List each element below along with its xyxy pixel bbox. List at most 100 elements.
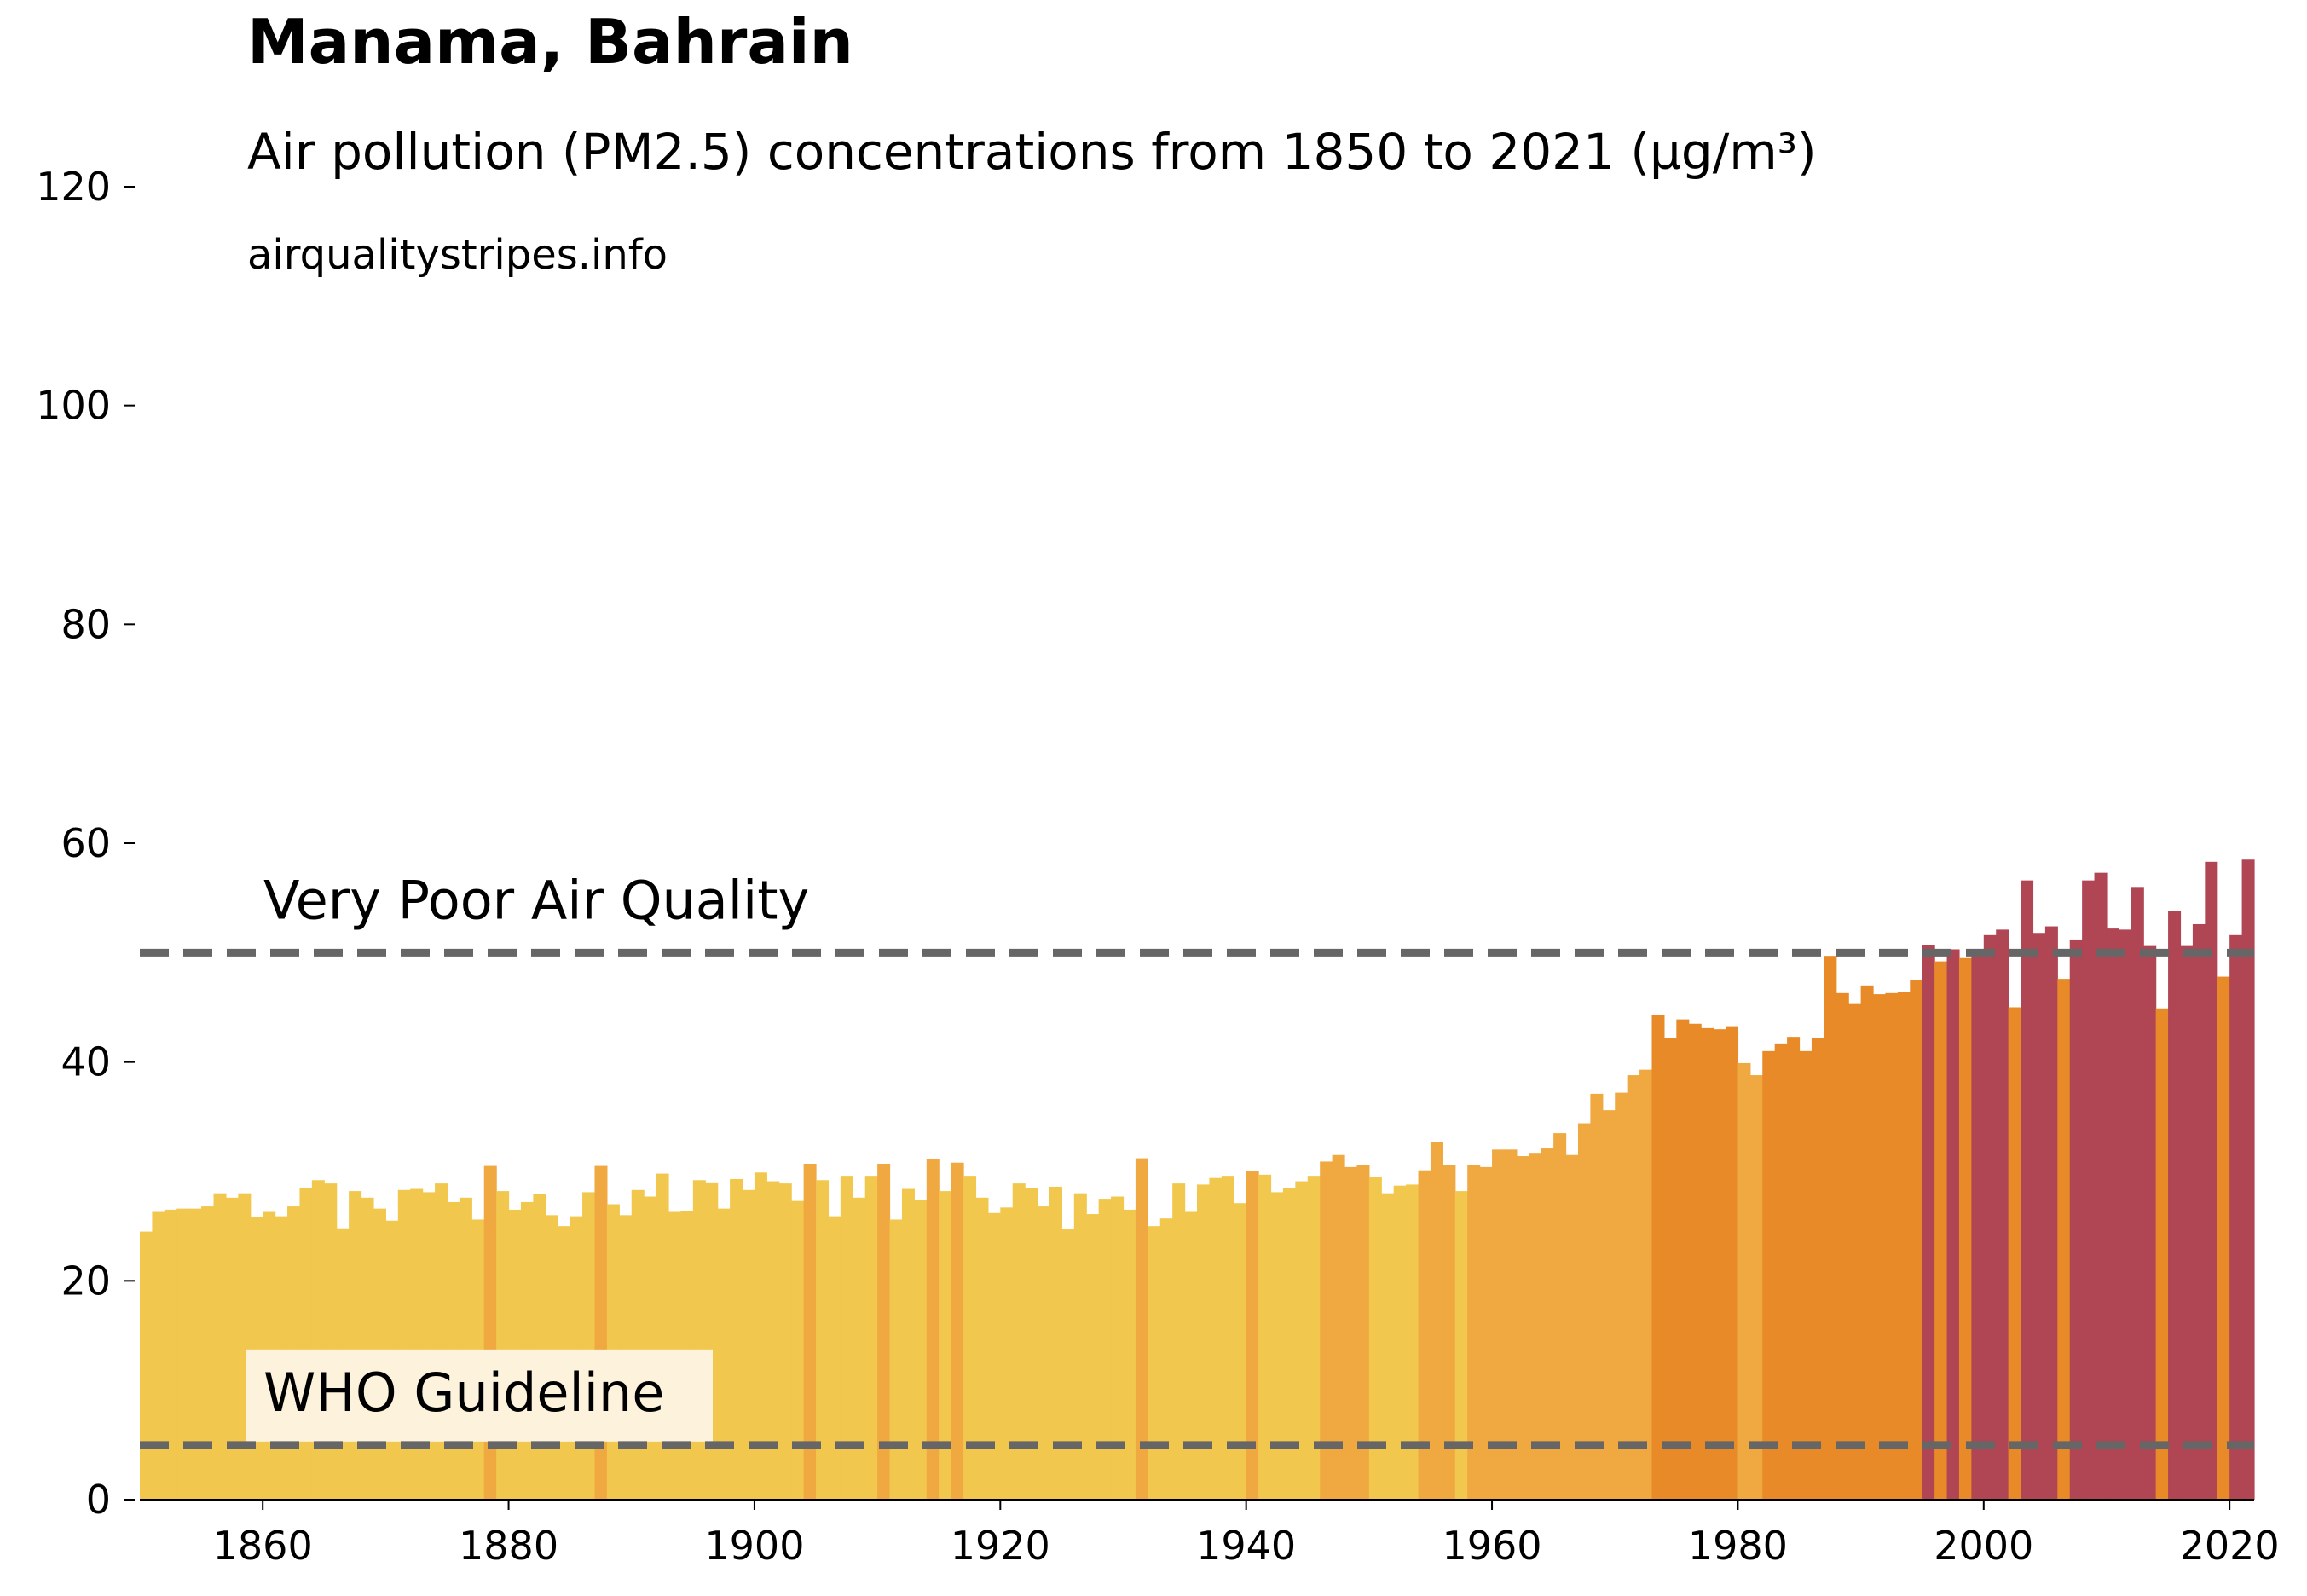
- bar: [705, 1182, 719, 1500]
- bar: [742, 1189, 755, 1500]
- bar: [1025, 1188, 1038, 1500]
- y-tick-label: 80: [61, 601, 111, 647]
- bar: [766, 1181, 780, 1500]
- x-tick-label: 1860: [213, 1523, 313, 1569]
- bar: [975, 1197, 989, 1500]
- bar: [853, 1197, 866, 1500]
- bar: [582, 1192, 596, 1500]
- bar: [987, 1212, 1001, 1500]
- bar: [1443, 1165, 1456, 1500]
- bar: [2032, 933, 2046, 1500]
- bar: [1602, 1110, 1616, 1500]
- bar: [1971, 949, 1985, 1500]
- bar: [152, 1211, 165, 1500]
- bar: [188, 1208, 202, 1500]
- bar: [349, 1191, 362, 1500]
- bar: [914, 1200, 928, 1500]
- bar: [1787, 1037, 1801, 1500]
- bar: [2180, 945, 2194, 1500]
- bar: [483, 1165, 497, 1500]
- bar: [1221, 1176, 1234, 1500]
- x-tick-label: 1920: [951, 1523, 1050, 1569]
- bar: [225, 1197, 239, 1500]
- bar: [1541, 1148, 1554, 1500]
- bar: [1295, 1181, 1309, 1500]
- bar: [238, 1193, 252, 1500]
- bar: [2155, 1008, 2169, 1500]
- bar: [939, 1191, 952, 1500]
- bar: [1577, 1123, 1591, 1500]
- bar: [311, 1180, 325, 1500]
- bar: [2192, 923, 2206, 1500]
- chart-title: Manama, Bahrain: [247, 6, 853, 78]
- bar: [840, 1176, 853, 1500]
- bar: [533, 1194, 546, 1500]
- bar: [361, 1197, 374, 1500]
- bar: [1393, 1185, 1407, 1500]
- bar: [951, 1162, 964, 1500]
- bar: [1381, 1193, 1395, 1500]
- bar: [1897, 992, 1911, 1500]
- reference-label: Very Poor Air Quality: [263, 869, 809, 931]
- bar: [1356, 1165, 1370, 1500]
- bar: [1885, 992, 1899, 1500]
- bar: [2069, 939, 2083, 1500]
- bar: [1749, 1075, 1763, 1500]
- bar: [2057, 979, 2071, 1500]
- bar: [1159, 1218, 1173, 1500]
- bar: [1184, 1211, 1198, 1500]
- bar: [1209, 1177, 1223, 1500]
- bar: [213, 1193, 227, 1500]
- bar: [1086, 1214, 1100, 1500]
- bar: [410, 1188, 424, 1500]
- bar: [644, 1196, 657, 1500]
- bar: [1627, 1075, 1640, 1500]
- bar: [2229, 934, 2243, 1500]
- bar: [1615, 1092, 1628, 1500]
- bar: [1307, 1176, 1321, 1500]
- bar: [1553, 1133, 1567, 1500]
- bar: [1910, 980, 1923, 1500]
- bar: [1836, 992, 1849, 1500]
- bar: [1639, 1069, 1653, 1500]
- bar: [422, 1192, 436, 1500]
- bar: [1922, 945, 1935, 1500]
- bar: [1811, 1038, 1824, 1500]
- bar: [656, 1173, 669, 1500]
- bar: [1344, 1166, 1358, 1500]
- bar: [877, 1164, 891, 1500]
- bar: [2119, 929, 2132, 1500]
- bar: [963, 1176, 977, 1500]
- x-tick-label: 1900: [704, 1523, 804, 1569]
- bar: [1234, 1203, 1247, 1500]
- bar: [2008, 1007, 2021, 1500]
- bar: [1282, 1188, 1296, 1500]
- bar: [2131, 887, 2144, 1500]
- bar: [1762, 1050, 1776, 1500]
- bar: [2094, 872, 2108, 1500]
- bar: [1504, 1149, 1518, 1500]
- bar: [1726, 1026, 1739, 1500]
- bar: [1996, 929, 2009, 1500]
- bar: [2168, 911, 2182, 1500]
- bar: [1565, 1154, 1579, 1500]
- bar: [901, 1188, 915, 1500]
- bar: [816, 1180, 830, 1500]
- bar: [631, 1189, 645, 1500]
- bar: [1172, 1183, 1186, 1500]
- y-tick-label: 60: [61, 820, 111, 866]
- bar: [778, 1183, 792, 1500]
- x-tick-label: 1960: [1443, 1523, 1542, 1569]
- bar: [496, 1191, 510, 1500]
- bar: [1799, 1050, 1813, 1500]
- label-background: [246, 1349, 713, 1442]
- bar: [2082, 880, 2096, 1500]
- bar: [324, 1183, 338, 1500]
- bar: [1320, 1161, 1333, 1500]
- bar: [1848, 1003, 1862, 1500]
- bar: [1492, 1149, 1506, 1500]
- bar: [1073, 1193, 1087, 1500]
- bar: [2143, 945, 2157, 1500]
- bar: [1012, 1183, 1026, 1500]
